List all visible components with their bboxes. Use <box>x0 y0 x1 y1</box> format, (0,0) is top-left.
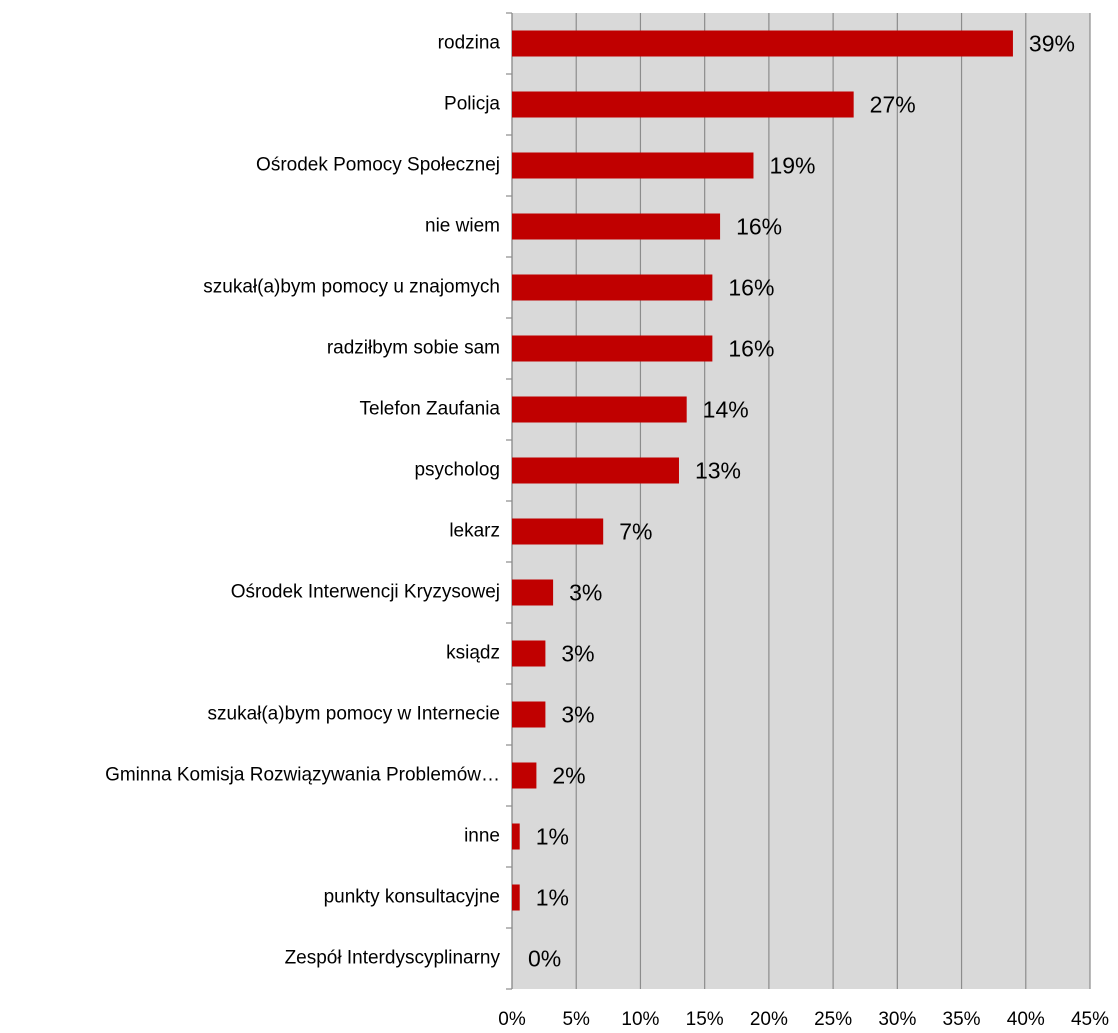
x-tick-label: 30% <box>878 1009 916 1030</box>
x-tick-label: 15% <box>686 1009 724 1030</box>
data-label: 13% <box>695 458 741 484</box>
data-label: 16% <box>728 336 774 362</box>
bar <box>512 701 546 728</box>
data-label: 3% <box>569 580 602 606</box>
data-label: 14% <box>703 397 749 423</box>
data-label: 27% <box>870 92 916 118</box>
bar <box>512 457 679 484</box>
data-label: 0% <box>528 946 561 972</box>
data-label: 19% <box>769 153 815 179</box>
bar <box>512 884 520 911</box>
bar <box>512 213 721 240</box>
bar <box>512 274 713 301</box>
data-label: 1% <box>536 885 569 911</box>
y-tick-label: inne <box>464 826 500 847</box>
y-tick-label: Ośrodek Pomocy Społecznej <box>256 155 500 176</box>
y-tick-label: Policja <box>444 94 500 115</box>
bar <box>512 640 546 667</box>
x-tick-label: 45% <box>1071 1009 1109 1030</box>
x-tick-label: 20% <box>750 1009 788 1030</box>
y-tick-label: Zespół Interdyscyplinarny <box>285 948 501 969</box>
bar <box>512 762 537 789</box>
data-label: 3% <box>561 641 594 667</box>
x-tick-label: 40% <box>1007 1009 1045 1030</box>
y-tick-label: szukał(a)bym pomocy u znajomych <box>203 277 500 298</box>
y-tick-label: szukał(a)bym pomocy w Internecie <box>208 704 501 725</box>
y-tick-label: lekarz <box>449 521 500 542</box>
bar <box>512 823 520 850</box>
y-tick-label: Gminna Komisja Rozwiązywania Problemów… <box>105 765 500 786</box>
bar <box>512 579 554 606</box>
data-label: 7% <box>619 519 652 545</box>
data-label: 16% <box>736 214 782 240</box>
y-tick-label: rodzina <box>438 33 501 54</box>
data-label: 16% <box>728 275 774 301</box>
x-tick-label: 35% <box>943 1009 981 1030</box>
bar <box>512 91 854 118</box>
x-tick-label: 10% <box>621 1009 659 1030</box>
y-tick-label: Ośrodek Interwencji Kryzysowej <box>231 582 500 603</box>
y-tick-label: nie wiem <box>425 216 500 237</box>
data-label: 1% <box>536 824 569 850</box>
data-label: 3% <box>561 702 594 728</box>
y-tick-label: radziłbym sobie sam <box>327 338 500 359</box>
y-tick-label: punkty konsultacyjne <box>324 887 500 908</box>
x-tick-label: 25% <box>814 1009 852 1030</box>
bar <box>512 335 713 362</box>
bar <box>512 396 687 423</box>
y-tick-label: Telefon Zaufania <box>360 399 501 420</box>
data-label: 39% <box>1029 31 1075 57</box>
bar <box>512 30 1013 57</box>
y-tick-label: psycholog <box>414 460 500 481</box>
data-label: 2% <box>552 763 585 789</box>
x-tick-label: 0% <box>498 1009 526 1030</box>
x-tick-label: 5% <box>562 1009 590 1030</box>
y-tick-label: ksiądz <box>446 643 500 664</box>
bar <box>512 518 604 545</box>
bar <box>512 152 754 179</box>
